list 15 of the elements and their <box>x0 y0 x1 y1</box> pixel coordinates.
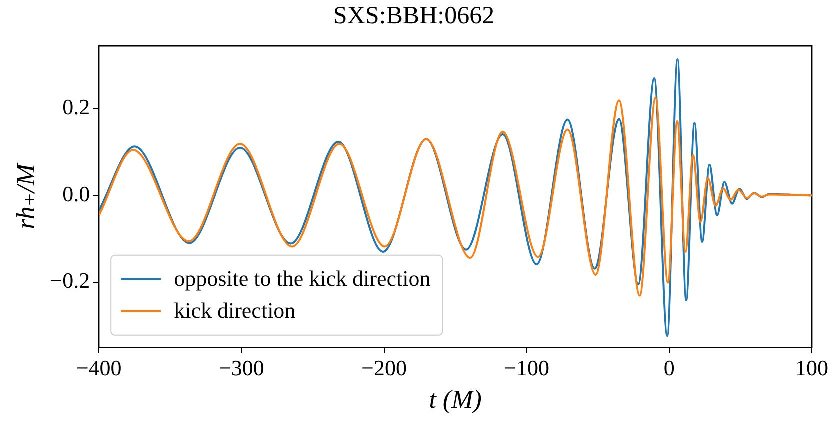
x-axis-title: t (M) <box>429 385 482 414</box>
x-tick-label: −400 <box>76 355 122 380</box>
y-axis-title: rh₊/M <box>11 162 40 230</box>
chart-title: SXS:BBH:0662 <box>333 2 495 30</box>
x-tick-label: −300 <box>218 355 264 380</box>
legend-label: opposite to the kick direction <box>174 266 431 292</box>
line-series <box>99 97 812 297</box>
x-tick-label: 0 <box>664 355 675 380</box>
y-tick-label: 0.0 <box>62 181 90 206</box>
x-tick-label: 100 <box>796 355 828 380</box>
x-tick-label: −200 <box>362 355 407 380</box>
legend-label: kick direction <box>174 298 296 324</box>
y-tick-label: −0.2 <box>50 268 90 294</box>
x-tick-label: −100 <box>504 355 550 380</box>
y-tick-label: 0.2 <box>62 94 90 120</box>
